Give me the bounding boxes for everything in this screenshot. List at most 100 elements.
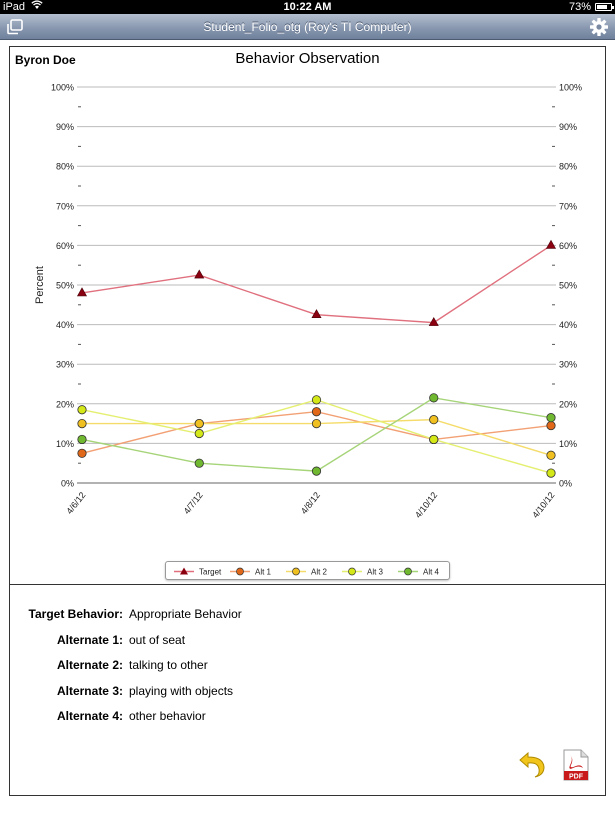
y-tick-label-right: 10% — [559, 439, 577, 449]
data-point — [194, 428, 204, 439]
wifi-icon — [31, 0, 43, 15]
y-tick-label-right: 90% — [559, 122, 577, 132]
legend-item: Alt 4 — [398, 568, 440, 577]
data-point — [546, 468, 556, 478]
data-point — [311, 395, 322, 405]
content-frame: Byron Doe Behavior Observation 0% 0% 10% 10… — [9, 46, 606, 796]
pdf-label: PDF — [569, 774, 584, 781]
alternate-1-row: Alternate 1: out of seat — [10, 633, 605, 651]
student-name: Byron Doe — [15, 53, 76, 67]
legend-marker — [180, 567, 188, 575]
legend-label: Alt 4 — [423, 568, 440, 577]
alternate-4-row: Alternate 4: other behavior — [10, 709, 605, 727]
y-tick-label-left: 50% — [56, 281, 74, 291]
data-point — [545, 239, 557, 249]
data-point — [194, 458, 204, 468]
behavior-value: playing with objects — [129, 683, 234, 698]
status-bar: iPad 10:22 AM 73% — [0, 0, 615, 14]
y-tick-label-right: 70% — [559, 201, 577, 211]
behavior-label: Alternate 3: — [56, 683, 123, 698]
data-point — [546, 450, 556, 460]
target-behavior-row: Target Behavior: Appropriate Behavior — [10, 607, 605, 625]
x-tick-label: 4/10/12 — [530, 490, 556, 520]
nav-bar: Student_Folio_otg (Roy's TI Computer) — [0, 14, 615, 40]
legend-label: Alt 2 — [311, 568, 328, 577]
y-tick-label-right: 20% — [559, 399, 577, 409]
data-point — [311, 466, 322, 476]
nav-title: Student_Folio_otg (Roy's TI Computer) — [203, 20, 412, 34]
data-point — [77, 434, 87, 445]
y-tick-label-left: 100% — [51, 83, 74, 93]
data-point — [546, 420, 556, 431]
legend-item: Target — [174, 567, 222, 577]
undo-button[interactable] — [518, 750, 546, 778]
x-tick-label: 4/6/12 — [64, 490, 87, 516]
y-tick-label-left: 60% — [56, 241, 74, 251]
behavior-label: Alternate 2: — [56, 658, 123, 672]
legend-marker — [292, 567, 300, 576]
y-tick-label-left: 0% — [61, 479, 74, 489]
y-tick-label-left: 90% — [56, 122, 74, 132]
y-tick-label-left: 70% — [56, 201, 74, 211]
legend-label: Alt 3 — [367, 568, 384, 577]
y-tick-label-left: 40% — [56, 320, 74, 330]
legend-label: Target — [199, 568, 222, 577]
undo-arrow-icon — [519, 751, 545, 778]
behavior-value: out of seat — [129, 632, 186, 647]
x-tick-label: 4/7/12 — [182, 490, 205, 516]
y-axis-label: Percent — [34, 266, 46, 304]
legend-item: Alt 3 — [342, 568, 384, 577]
settings-button[interactable] — [589, 17, 609, 37]
y-tick-label-right: 40% — [559, 320, 577, 330]
data-point — [194, 269, 205, 279]
data-point — [429, 393, 439, 403]
x-tick-label: 4/8/12 — [299, 490, 322, 516]
legend-marker — [348, 567, 356, 576]
legend-marker — [404, 567, 412, 576]
y-tick-label-right: 60% — [559, 241, 577, 251]
data-point — [76, 287, 88, 297]
legend-label: Alt 1 — [255, 568, 272, 577]
data-point — [311, 407, 322, 417]
windows-icon — [7, 19, 23, 35]
data-point — [194, 418, 204, 429]
y-tick-label-left: 20% — [56, 399, 74, 409]
y-tick-label-right: 30% — [559, 360, 577, 370]
pdf-file-icon: PDF — [563, 749, 589, 781]
y-tick-label-left: 30% — [56, 360, 74, 370]
battery-icon — [595, 3, 614, 11]
alternate-2-row: Alternate 2: talking to other — [10, 658, 605, 676]
gear-icon — [590, 18, 608, 36]
data-point — [546, 413, 556, 423]
data-point — [429, 434, 439, 445]
alternate-3-row: Alternate 3: playing with objects — [10, 684, 605, 702]
battery-percent: 73% — [568, 1, 591, 13]
data-point — [77, 405, 87, 415]
device-name: iPad — [3, 1, 26, 13]
y-tick-label-left: 10% — [56, 439, 74, 449]
chart-legend: Target Alt 1 Alt 2 Alt 3 Alt 4 — [165, 561, 450, 580]
y-tick-label-right: 0% — [559, 479, 572, 489]
x-tick-label: 4/10/12 — [413, 490, 439, 520]
behavior-value: talking to other — [129, 658, 208, 672]
data-point — [311, 418, 322, 429]
data-point — [428, 317, 439, 326]
legend-marker — [236, 567, 244, 576]
chart-section: Byron Doe Behavior Observation 0% 0% 10% 10… — [10, 47, 605, 585]
windows-button[interactable] — [6, 19, 24, 35]
behavior-label: Target Behavior: — [28, 607, 123, 621]
behavior-value: Appropriate Behavior — [129, 607, 242, 621]
legend-item: Alt 2 — [286, 568, 328, 577]
pdf-export-button[interactable]: PDF — [563, 749, 589, 781]
behavior-value: other behavior — [129, 709, 206, 723]
y-tick-label-right: 80% — [559, 162, 577, 172]
series-line — [81, 411, 552, 454]
y-tick-label-left: 80% — [56, 162, 74, 172]
data-point — [77, 418, 87, 429]
y-tick-label-right: 100% — [559, 83, 582, 93]
data-point — [77, 448, 87, 458]
data-point — [429, 415, 439, 425]
behavior-label: Alternate 1: — [56, 632, 123, 647]
behavior-label: Alternate 4: — [56, 709, 123, 723]
data-point — [311, 309, 322, 319]
